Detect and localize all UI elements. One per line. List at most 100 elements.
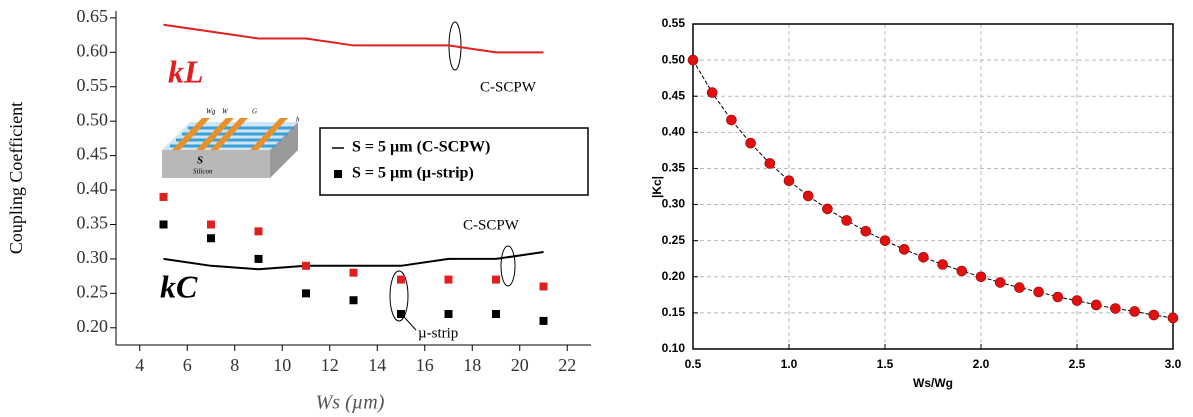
inset-label: Wg	[206, 108, 216, 116]
marker	[492, 275, 500, 284]
y-tick-label: 0.20	[77, 316, 109, 336]
y-tick-label: 0.40	[662, 125, 686, 139]
marker	[539, 282, 548, 291]
x-tick-label: 2.0	[973, 357, 990, 371]
y-tick-label: 0.45	[662, 88, 686, 102]
annotation: C-SCPW	[463, 217, 520, 233]
marker	[207, 234, 215, 243]
inset-strip	[196, 118, 234, 150]
inset-label: Silicon	[193, 168, 213, 176]
marker	[994, 277, 1006, 288]
marker	[687, 54, 699, 66]
x-axis-label: Ws (µm)	[316, 392, 385, 414]
marker	[444, 275, 453, 284]
marker	[937, 259, 948, 270]
marker	[492, 310, 500, 319]
marker	[397, 310, 405, 319]
x-tick-label: 8	[230, 355, 239, 375]
inset-label: W	[222, 108, 229, 116]
inset-side	[270, 122, 298, 178]
inset-front	[162, 150, 270, 178]
y-tick-label: 0.55	[77, 75, 109, 95]
marker	[254, 254, 263, 263]
marker	[159, 192, 168, 201]
marker	[898, 244, 910, 255]
marker	[1033, 286, 1044, 298]
marker	[207, 220, 215, 229]
annotation: µ-strip	[418, 325, 458, 341]
marker	[879, 235, 891, 246]
inset-device	[162, 118, 298, 178]
series-line	[163, 251, 544, 271]
marker	[1090, 299, 1102, 311]
inset-label: h	[296, 116, 300, 124]
marker	[802, 190, 814, 202]
legend-label: S = 5 µm (µ-strip)	[352, 165, 474, 182]
marker	[254, 227, 263, 236]
marker	[397, 275, 405, 284]
marker	[349, 268, 358, 277]
y-tick-label: 0.60	[77, 40, 109, 60]
annotation: C-SCPW	[480, 79, 537, 95]
marker	[1071, 295, 1083, 306]
marker	[764, 158, 776, 169]
y-tick-label: 0.10	[662, 341, 686, 355]
y-axis-label: |Kc|	[650, 176, 664, 198]
marker	[1129, 306, 1140, 317]
marker	[706, 87, 718, 98]
marker	[822, 203, 833, 215]
marker	[1052, 291, 1064, 303]
inset-strip	[210, 118, 248, 150]
y-tick-label: 0.45	[77, 144, 109, 164]
inset-label: G	[252, 108, 257, 116]
x-tick-label: 4	[135, 355, 144, 375]
x-tick-label: 0.5	[685, 357, 702, 371]
marker	[726, 114, 737, 126]
x-tick-label: 14	[368, 355, 386, 375]
callout-arrow	[404, 317, 417, 331]
inset-strip	[172, 118, 210, 150]
legend-label: S = 5 µm (C-SCPW)	[352, 139, 490, 156]
legend-swatch	[334, 170, 342, 178]
y-tick-label: 0.25	[77, 281, 109, 301]
plot-frame	[692, 23, 1174, 350]
annotation: kC	[160, 268, 198, 304]
marker	[302, 289, 310, 298]
annotation: kL	[168, 53, 204, 89]
marker	[783, 175, 795, 187]
marker	[1148, 309, 1160, 321]
marker	[956, 265, 968, 277]
marker	[1110, 303, 1121, 314]
marker	[860, 225, 872, 237]
marker	[975, 271, 987, 283]
legend: S = 5 µm (C-SCPW) S = 5 µm (µ-strip)	[319, 127, 589, 196]
x-tick-label: 18	[463, 355, 481, 375]
marker	[745, 137, 756, 149]
x-axis-label: Ws/Wg	[913, 376, 953, 390]
y-tick-label: 0.50	[77, 109, 109, 129]
callout-ellipse	[500, 245, 516, 287]
series-line	[163, 23, 544, 54]
series-line	[692, 59, 1174, 319]
y-tick-label: 0.40	[77, 178, 109, 198]
callout-ellipse	[389, 270, 409, 322]
x-tick-label: 16	[416, 355, 434, 375]
marker	[1014, 282, 1025, 293]
y-tick-label: 0.55	[662, 16, 686, 30]
y-tick-label: 0.30	[77, 247, 109, 267]
chart: 0.10 0.15 0.20 0.25 0.30 0.35 0.40 0.45 0.50 0.55…	[650, 16, 1181, 390]
marker	[444, 310, 453, 319]
y-tick-label: 0.65	[77, 6, 109, 26]
y-tick-label: 0.50	[662, 52, 686, 66]
marker	[918, 251, 929, 263]
x-tick-label: 3.0	[1165, 357, 1182, 371]
marker	[841, 215, 852, 226]
x-tick-label: 12	[321, 355, 339, 375]
x-tick-label: 10	[273, 355, 291, 375]
marker	[539, 316, 548, 325]
x-tick-label: 1.5	[877, 357, 894, 371]
marker	[1167, 312, 1179, 324]
marker	[159, 220, 168, 229]
marker	[302, 261, 310, 270]
